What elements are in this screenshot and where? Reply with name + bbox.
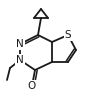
Text: N: N [16,39,24,49]
Text: S: S [65,30,71,40]
Text: N: N [16,55,24,65]
Text: O: O [28,81,36,91]
